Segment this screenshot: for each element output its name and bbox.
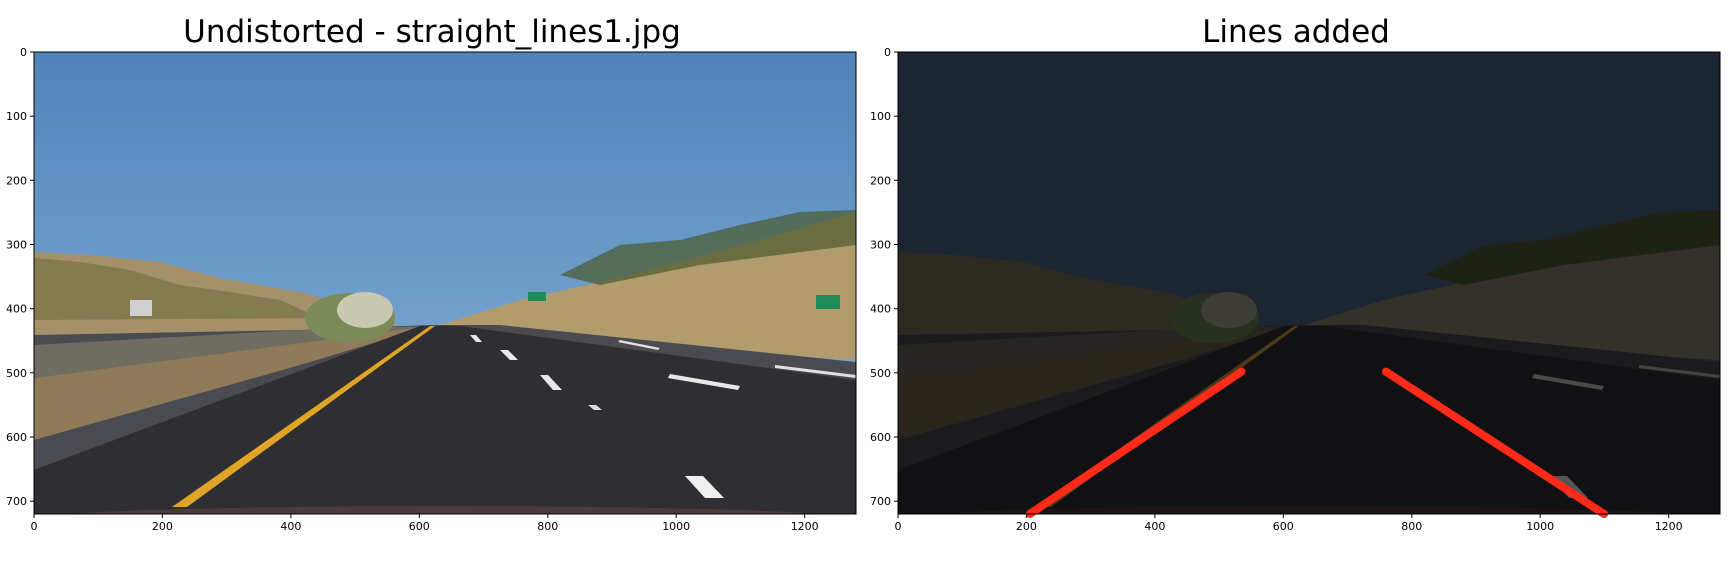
- x-axis: 0 200 400 600 800 1000 1200: [31, 514, 819, 533]
- x-tick-label: 400: [1144, 520, 1165, 533]
- x-axis: 0 200 400 600 800 1000 1200: [895, 514, 1683, 533]
- panel-title: Lines added: [1202, 14, 1390, 50]
- panel-undistorted: Undistorted - straight_lines1.jpg: [6, 14, 857, 533]
- x-tick-label: 200: [152, 520, 173, 533]
- y-tick-label: 600: [6, 431, 27, 444]
- y-axis: 0 100 200 300 400 500 600 700: [6, 46, 34, 508]
- x-tick-label: 800: [537, 520, 558, 533]
- y-tick-label: 100: [870, 110, 891, 123]
- panel-lines-added: Lines added: [864, 0, 1728, 576]
- x-tick-label: 600: [409, 520, 430, 533]
- y-axis: 0 100 200 300 400 500 600 700: [870, 46, 898, 508]
- y-tick-label: 600: [870, 431, 891, 444]
- x-tick-label: 1000: [662, 520, 690, 533]
- road-photo: [34, 52, 856, 514]
- y-tick-label: 700: [870, 495, 891, 508]
- x-tick-label: 1200: [1655, 520, 1683, 533]
- y-tick-label: 0: [884, 46, 891, 59]
- right-lane-line: [1381, 367, 1609, 518]
- x-tick-label: 1000: [1526, 520, 1554, 533]
- y-tick-label: 200: [870, 174, 891, 187]
- y-tick-label: 300: [6, 239, 27, 252]
- y-tick-label: 400: [870, 303, 891, 316]
- y-tick-label: 300: [870, 239, 891, 252]
- axes-frame: [33, 51, 857, 515]
- y-tick-label: 500: [870, 367, 891, 380]
- x-tick-label: 0: [31, 520, 38, 533]
- y-tick-label: 400: [6, 303, 27, 316]
- x-tick-label: 800: [1401, 520, 1422, 533]
- road-image-plot: 0 200 400 600 800 1000 1200 0 100 200 30…: [6, 46, 857, 533]
- y-tick-label: 700: [6, 495, 27, 508]
- y-tick-label: 500: [6, 367, 27, 380]
- x-tick-label: 1200: [791, 520, 819, 533]
- lane-lines: [1025, 367, 1609, 518]
- left-lane-line: [1025, 367, 1246, 518]
- y-tick-label: 100: [6, 110, 27, 123]
- axes-frame: [897, 51, 1721, 515]
- panel-title: Undistorted - straight_lines1.jpg: [183, 14, 681, 50]
- x-tick-label: 200: [1016, 520, 1037, 533]
- y-tick-label: 200: [6, 174, 27, 187]
- x-tick-label: 600: [1273, 520, 1294, 533]
- y-tick-label: 0: [20, 46, 27, 59]
- x-tick-label: 0: [895, 520, 902, 533]
- road-photo-darkened: [898, 52, 1720, 514]
- road-image-plot: 0 200 400 600 800 1000 1200 0 100 200 30…: [870, 46, 1721, 533]
- x-tick-label: 400: [280, 520, 301, 533]
